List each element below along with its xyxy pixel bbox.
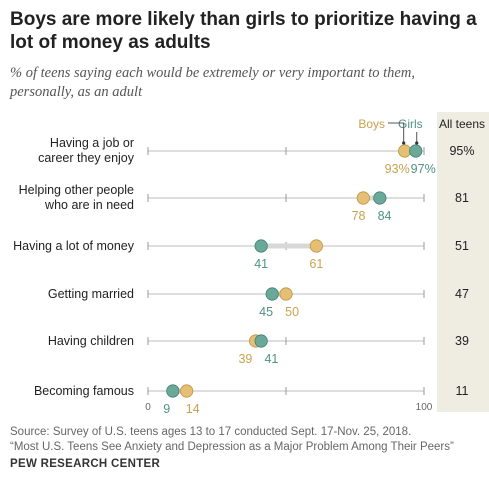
category-label: Getting married — [48, 287, 134, 301]
category-label: who are in need — [44, 198, 134, 212]
all-teens-value: 47 — [455, 287, 469, 301]
boys-dot — [398, 144, 412, 158]
all-teens-value: 11 — [456, 384, 469, 398]
x-tick-label: 0 — [145, 402, 151, 413]
girls-value-label: 41 — [254, 257, 268, 271]
dot-plot: Boys Girls All teens Having a job orcareer … — [13, 112, 489, 416]
girls-dot — [166, 384, 180, 398]
legend-all-teens: All teens — [439, 117, 485, 131]
girls-value-label: 45 — [259, 305, 273, 319]
x-tick-label: 100 — [416, 402, 433, 413]
source-note: Source: Survey of U.S. teens ages 13 to … — [10, 425, 480, 455]
chart-title: Boys are more likely than girls to prior… — [10, 9, 477, 53]
boys-value-label: 39 — [238, 352, 252, 366]
category-label: career they enjoy — [38, 151, 135, 165]
gap-bar — [363, 195, 380, 201]
girls-dot — [254, 239, 268, 253]
gap-bar — [261, 243, 317, 249]
legend-girls: Girls — [398, 117, 423, 131]
boys-value-label: 93% — [385, 162, 410, 176]
category-label: Helping other people — [19, 183, 134, 197]
all-teens-value: 81 — [455, 191, 469, 205]
legend-girls-leader-dot — [415, 141, 419, 145]
all-teens-value: 39 — [455, 334, 469, 348]
category-label: Becoming famous — [34, 384, 134, 398]
boys-value-label: 14 — [186, 402, 200, 416]
chart-subtitle: % of teens saying each would be extremel… — [10, 65, 415, 100]
girls-dot — [254, 334, 268, 348]
source-line-1: Source: Survey of U.S. teens ages 13 to … — [10, 426, 412, 438]
all-teens-value: 51 — [455, 239, 469, 253]
boys-value-label: 61 — [309, 257, 323, 271]
girls-value-label: 9 — [163, 402, 170, 416]
legend-boys-leader — [388, 122, 405, 144]
boys-dot — [356, 191, 370, 205]
girls-value-label: 41 — [264, 352, 278, 366]
category-label: Having a lot of money — [13, 239, 135, 253]
boys-dot — [180, 384, 194, 398]
boys-value-label: 78 — [352, 209, 366, 223]
girls-dot — [409, 144, 423, 158]
gap-bar — [272, 291, 286, 297]
gap-bar — [172, 388, 187, 394]
boys-value-label: 50 — [285, 305, 299, 319]
legend-boys-leader-dot — [402, 141, 406, 145]
girls-dot — [265, 287, 279, 301]
category-label: Having children — [48, 334, 134, 348]
all-teens-column-bg — [437, 112, 489, 412]
category-label: Having a job or — [50, 136, 134, 150]
girls-value-label: 84 — [378, 209, 392, 223]
girls-value-label: 97% — [411, 162, 436, 176]
brand-label: PEW RESEARCH CENTER — [10, 458, 161, 470]
boys-dot — [279, 287, 293, 301]
all-teens-value: 95% — [449, 144, 474, 158]
legend-boys: Boys — [358, 117, 385, 131]
boys-dot — [309, 239, 323, 253]
source-line-2: “Most U.S. Teens See Anxiety and Depress… — [10, 441, 454, 453]
girls-dot — [373, 191, 387, 205]
